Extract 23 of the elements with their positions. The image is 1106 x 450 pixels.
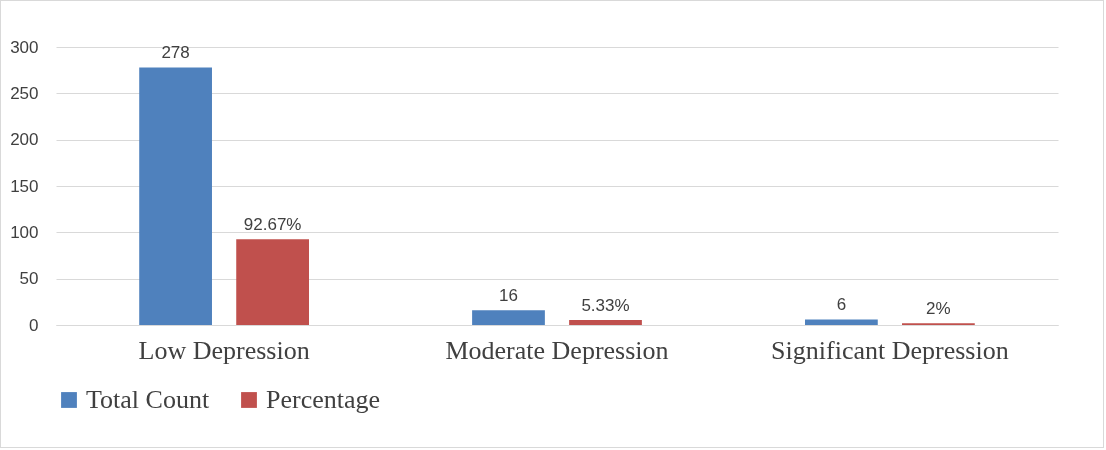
- legend-label: Percentage: [266, 385, 381, 414]
- data-label: 16: [499, 286, 518, 306]
- y-tick-label: 150: [10, 176, 39, 196]
- bar: [569, 320, 642, 325]
- bar: [236, 239, 309, 325]
- x-tick-label: Moderate Depression: [445, 335, 669, 365]
- y-tick-label: 300: [10, 37, 39, 57]
- y-tick-label: 100: [10, 222, 39, 242]
- data-label: 92.67%: [243, 215, 302, 235]
- data-label: 2%: [926, 299, 951, 319]
- x-tick-label: Low Depression: [138, 335, 310, 365]
- data-label: 6: [836, 295, 847, 315]
- y-tick-label: 250: [10, 83, 39, 103]
- data-label: 278: [161, 43, 190, 63]
- legend-label: Total Count: [86, 385, 210, 414]
- y-tick-label: 200: [10, 130, 39, 150]
- x-tick-label: Significant Depression: [771, 335, 1009, 365]
- bar: [805, 319, 878, 325]
- y-tick-label: 50: [19, 269, 39, 289]
- y-tick-label: 0: [29, 315, 39, 335]
- data-label: 5.33%: [581, 296, 630, 316]
- bar: [139, 67, 212, 325]
- bar: [472, 310, 545, 325]
